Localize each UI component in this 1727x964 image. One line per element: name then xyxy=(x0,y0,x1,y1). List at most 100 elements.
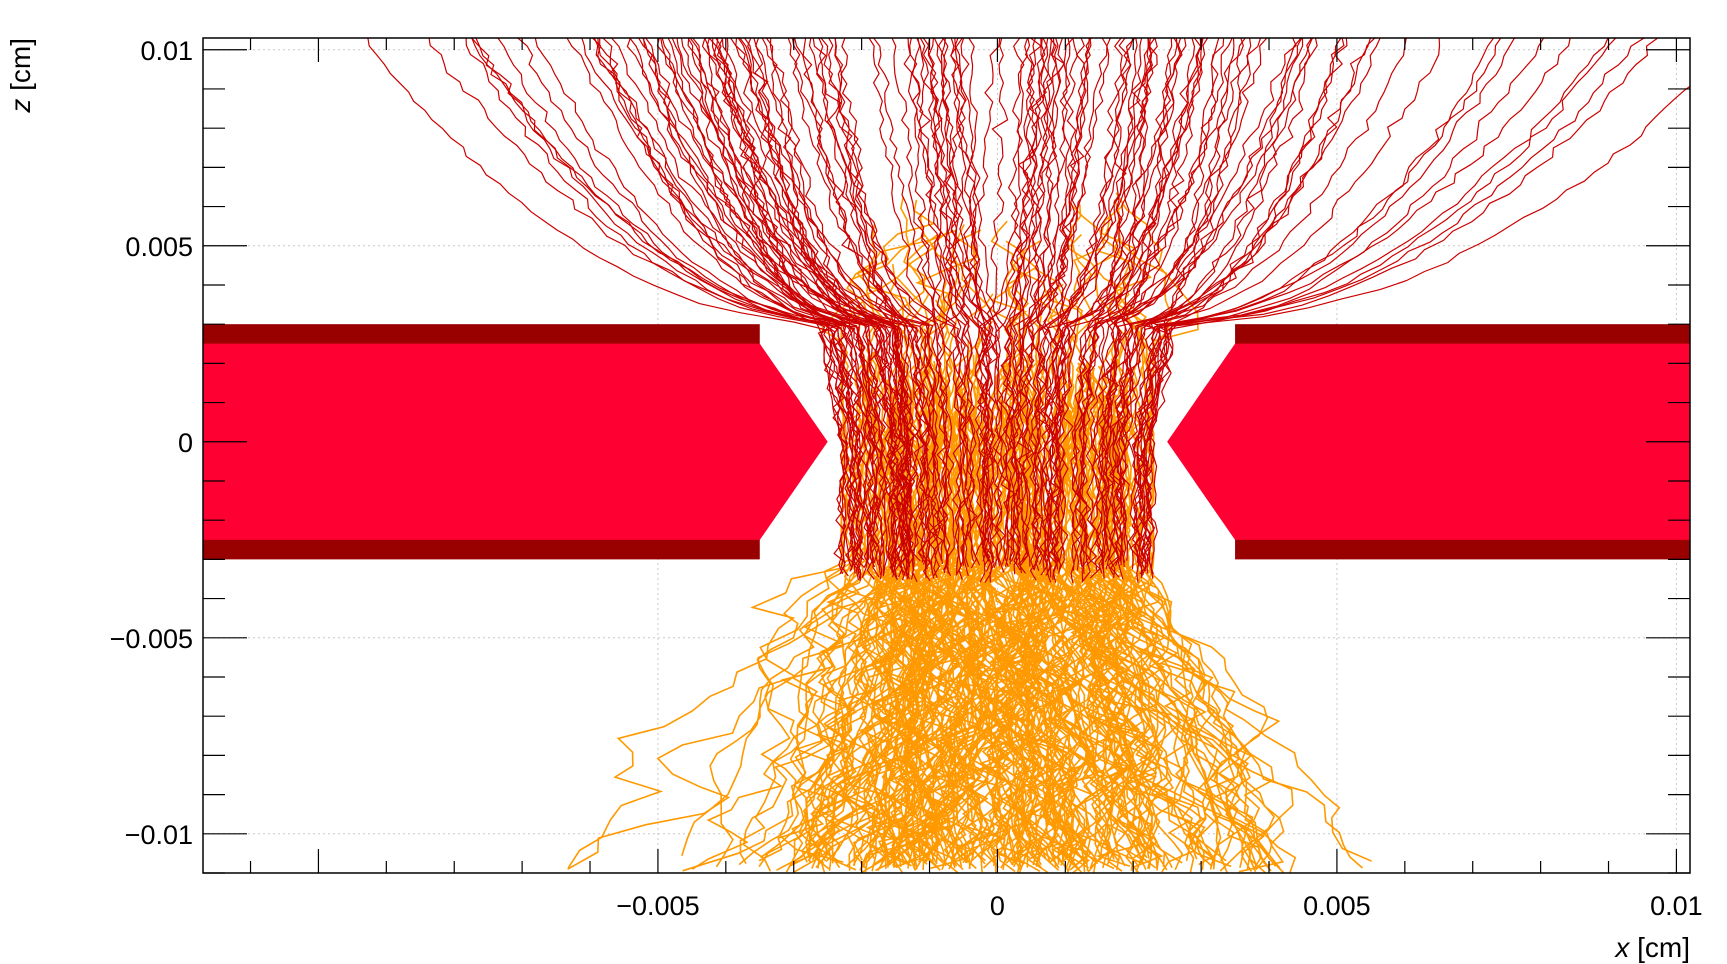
electron-track xyxy=(1040,38,1060,571)
electron-track xyxy=(1045,38,1123,576)
electron-track xyxy=(1049,38,1075,570)
electron-track xyxy=(1054,38,1204,574)
electron-track xyxy=(629,38,899,574)
electron-track xyxy=(1056,38,1178,571)
electron-track xyxy=(581,38,907,562)
electron-track xyxy=(718,38,888,576)
electron-track xyxy=(755,38,900,571)
plot-frame xyxy=(202,37,1691,874)
electron-track xyxy=(916,38,971,577)
ion-track xyxy=(1030,412,1075,873)
x-tick-label: −0.005 xyxy=(616,891,699,921)
electron-track xyxy=(1008,38,1036,561)
ion-track xyxy=(1004,408,1084,872)
electron-track xyxy=(761,38,872,579)
electron-track xyxy=(834,38,941,577)
y-tick-label: 0.01 xyxy=(140,36,193,66)
ion-track xyxy=(983,364,1064,865)
electron-track xyxy=(939,38,1001,576)
electron-track xyxy=(735,38,943,561)
x-axis-title: x [cm] xyxy=(1613,932,1690,963)
ion-track xyxy=(1047,391,1285,873)
ion-track xyxy=(967,407,1031,860)
ion-track xyxy=(980,393,1055,873)
electron-track xyxy=(980,38,1009,572)
ion-track xyxy=(758,391,998,862)
electron-track xyxy=(1146,38,1545,579)
electron-track xyxy=(497,38,860,581)
ion-track xyxy=(1024,204,1136,862)
electron-track xyxy=(1028,38,1050,571)
ion-track xyxy=(1019,375,1052,858)
electron-track xyxy=(954,38,1003,567)
electron-track xyxy=(470,38,880,580)
electron-track xyxy=(637,38,876,568)
electron-track xyxy=(840,38,911,580)
electron-track xyxy=(769,38,888,565)
electron-track xyxy=(471,38,889,576)
electron-track xyxy=(1070,38,1182,584)
electron-track xyxy=(834,38,914,577)
electron-track xyxy=(1095,38,1209,560)
ion-track xyxy=(944,411,993,864)
ion-track xyxy=(1050,400,1121,871)
electron-track xyxy=(1109,38,1153,578)
electron-track xyxy=(1101,38,1225,569)
electron-track xyxy=(1005,38,1066,565)
electron-track xyxy=(968,38,987,583)
ion-track xyxy=(953,402,1034,859)
electron-track xyxy=(1078,38,1202,582)
ion-track xyxy=(818,397,970,871)
electron-track xyxy=(938,38,991,562)
electron-track xyxy=(1114,38,1376,562)
electron-track xyxy=(872,38,968,576)
dielectric-edge-left xyxy=(203,343,828,540)
electron-track xyxy=(591,38,865,568)
ion-track xyxy=(825,352,1017,864)
electron-track xyxy=(791,38,931,565)
electron-track xyxy=(1116,38,1441,563)
electron-track xyxy=(593,38,874,566)
ion-track xyxy=(1004,380,1111,866)
x-tick-label: 0.01 xyxy=(1650,891,1703,921)
ion-track xyxy=(1099,420,1213,867)
electron-track xyxy=(1069,38,1303,571)
ion-track xyxy=(756,351,875,862)
electron-track xyxy=(1047,38,1203,583)
electron-track xyxy=(566,38,865,576)
ion-track xyxy=(958,408,1027,861)
grid-lines xyxy=(203,38,1690,873)
electron-track xyxy=(1010,38,1045,564)
x-tick-label: 0 xyxy=(990,891,1005,921)
y-tick-label: 0.005 xyxy=(125,232,193,262)
electron-track xyxy=(1108,38,1183,567)
electron-track xyxy=(739,38,896,573)
electron-track xyxy=(1090,38,1202,571)
ion-track xyxy=(1085,366,1161,870)
electron-track xyxy=(1107,38,1407,575)
y-tick-label: −0.01 xyxy=(125,820,193,850)
electron-track xyxy=(671,38,909,576)
ion-track xyxy=(934,406,986,867)
electron-track xyxy=(661,38,914,562)
electron-track xyxy=(1006,38,1090,562)
electron-track xyxy=(995,38,1049,573)
electron-track xyxy=(701,38,849,577)
electron-track xyxy=(1139,38,1646,579)
electron-track xyxy=(935,38,964,574)
ion-track xyxy=(845,356,941,866)
electron-track xyxy=(687,38,916,563)
electron-track xyxy=(1077,38,1151,568)
electron-track xyxy=(599,38,899,565)
electron-track xyxy=(689,38,902,577)
electron-track xyxy=(1142,38,1659,574)
ion-track xyxy=(890,382,916,867)
gem-foil-geometry xyxy=(203,324,1690,560)
electron-track xyxy=(1078,38,1302,574)
ion-track xyxy=(909,367,951,861)
electron-track xyxy=(1043,38,1136,583)
electron-tracks xyxy=(367,38,1690,584)
electron-track xyxy=(1131,38,1495,577)
axis-ticks xyxy=(203,38,1690,874)
